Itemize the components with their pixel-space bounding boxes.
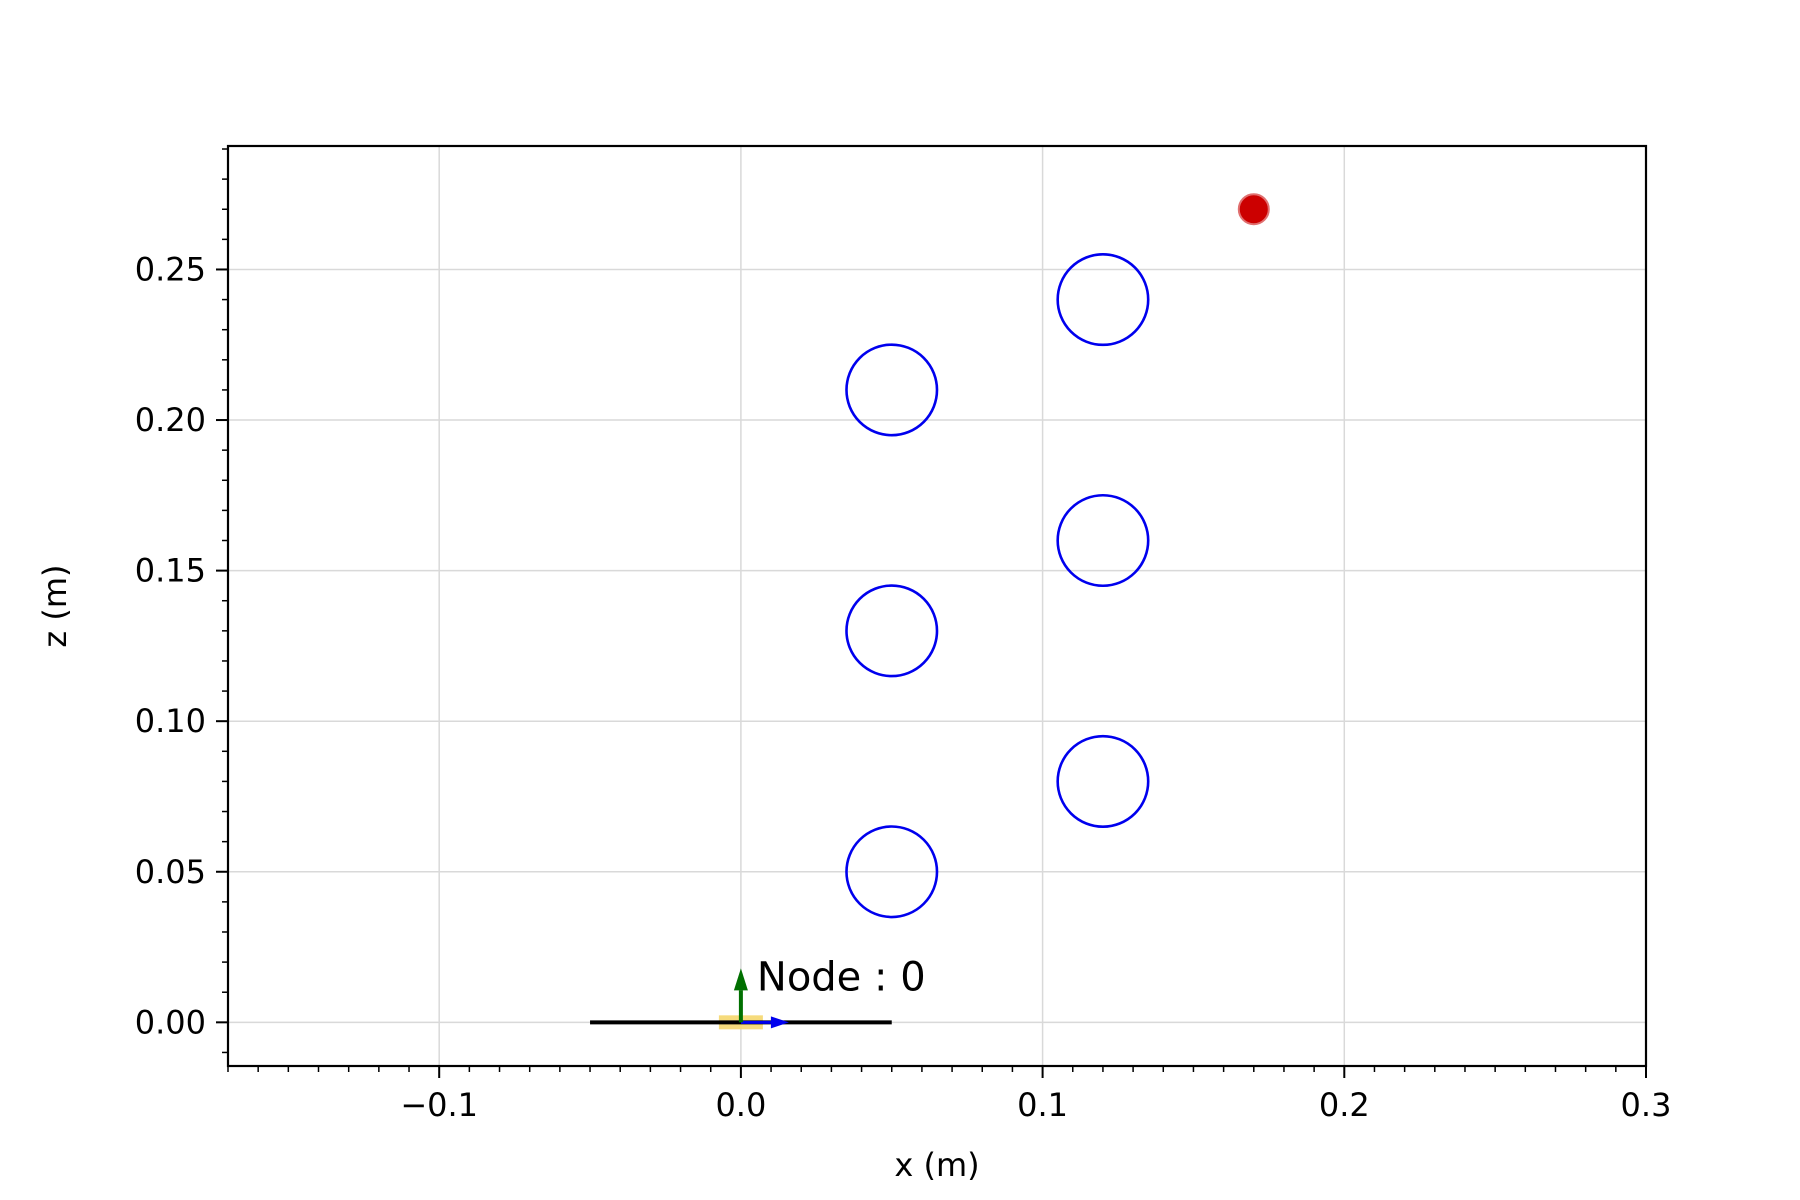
axes-frame (226, 144, 1648, 1068)
x-tick-label: 0.3 (1621, 1086, 1672, 1124)
x-tick-label: −0.1 (400, 1086, 478, 1124)
y-tick-label: 0.10 (135, 702, 206, 740)
x-tick-label: 0.0 (715, 1086, 766, 1124)
obstacle-circle (845, 825, 939, 919)
y-tick-label: 0.15 (135, 552, 206, 590)
y-tick-label: 0.05 (135, 853, 206, 891)
x-tick-label: 0.2 (1319, 1086, 1370, 1124)
x-axis-label: x (m) (894, 1146, 979, 1184)
y-tick-label: 0.00 (135, 1003, 206, 1041)
x-axis-arrow-head (770, 1016, 789, 1029)
obstacle-circle (845, 584, 939, 678)
x-tick-label: 0.1 (1017, 1086, 1068, 1124)
plot-marks (590, 193, 1270, 1030)
y-axis-label: z (m) (36, 564, 74, 647)
obstacle-circle (1056, 734, 1150, 828)
obstacle-circle (1056, 493, 1150, 588)
node-label: Node : 0 (757, 954, 926, 1000)
obstacle-circle (1056, 253, 1150, 347)
z-axis-arrow-head (733, 968, 748, 991)
y-tick-label: 0.25 (135, 250, 206, 288)
target-point (1237, 193, 1270, 226)
obstacle-circle (845, 343, 939, 437)
y-tick-label: 0.20 (135, 401, 206, 439)
axis-ticks: −0.1 0.0 0.1 0.2 0.3 0.00 0.05 0.10 0.15 0.20 0.25 (135, 148, 1672, 1124)
